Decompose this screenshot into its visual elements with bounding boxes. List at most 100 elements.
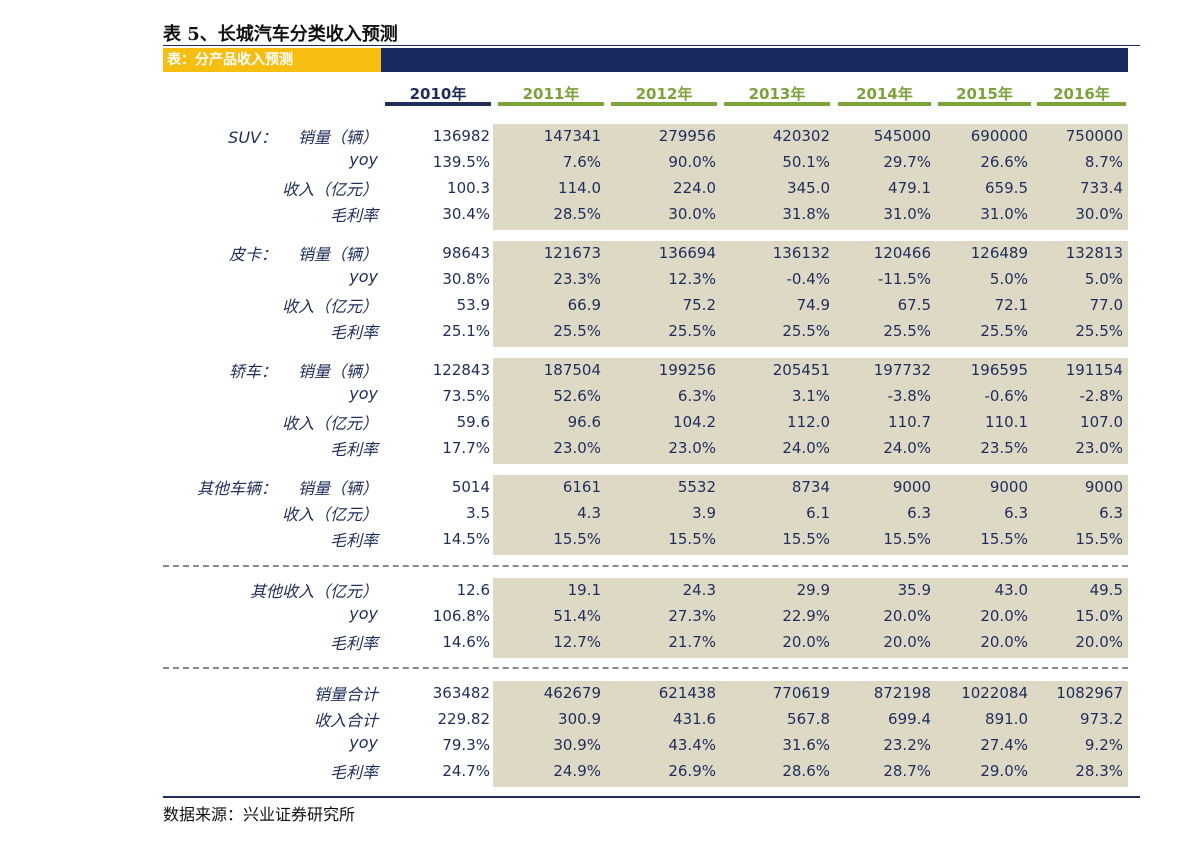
table-cell: 120466	[873, 244, 931, 262]
table-cell: 126489	[970, 244, 1028, 262]
table-cell: 15.0%	[1075, 607, 1123, 625]
table-cell: -2.8%	[1079, 387, 1123, 405]
table-cell: 3.5	[466, 504, 490, 522]
table-cell: 114.0	[558, 179, 601, 197]
table-cell: 199256	[658, 361, 716, 379]
table-cell: 25.5%	[980, 322, 1028, 340]
table-cell: 19.1	[567, 581, 601, 599]
table-cell: 23.2%	[883, 736, 931, 754]
bottom-rule	[163, 796, 1140, 798]
row-label: 销量（辆）	[297, 362, 378, 381]
table-cell: 31.0%	[980, 205, 1028, 223]
table-cell: 196595	[970, 361, 1028, 379]
table-cell: 5014	[451, 478, 490, 496]
table-cell: 12.3%	[668, 270, 716, 288]
forecast-shade	[493, 241, 1128, 347]
table-cell: 30.0%	[668, 205, 716, 223]
table-cell: 136982	[432, 127, 490, 145]
table-cell: 187504	[543, 361, 601, 379]
row-label: 毛利率	[329, 440, 378, 459]
table-cell: 770619	[772, 684, 830, 702]
table-cell: 29.7%	[883, 153, 931, 171]
table-cell: 20.0%	[883, 633, 931, 651]
year-header: 2012年	[635, 85, 693, 103]
table-cell: 197732	[873, 361, 931, 379]
table-cell: 15.5%	[553, 530, 601, 548]
table-cell: 5532	[677, 478, 716, 496]
table-cell: 9000	[1084, 478, 1123, 496]
row-label: 收入合计	[313, 711, 378, 730]
table-cell: 30.0%	[1075, 205, 1123, 223]
table-cell: 24.7%	[442, 762, 490, 780]
table-cell: 74.9	[796, 296, 830, 314]
table-cell: 30.4%	[442, 205, 490, 223]
year-header: 2010年	[409, 85, 467, 103]
table-cell: 27.4%	[980, 736, 1028, 754]
table-cell: 29.9	[796, 581, 830, 599]
table-cell: 15.5%	[883, 530, 931, 548]
table-cell: 462679	[543, 684, 601, 702]
table-cell: 621438	[658, 684, 716, 702]
row-label: 收入（亿元）	[281, 297, 378, 316]
table-cell: 49.5	[1089, 581, 1123, 599]
row-label: 收入（亿元）	[281, 414, 378, 433]
row-label: yoy	[349, 604, 378, 623]
table-cell: 136132	[772, 244, 830, 262]
table-cell: 12.7%	[553, 633, 601, 651]
table-cell: 20.0%	[980, 607, 1028, 625]
year-underline	[498, 102, 604, 106]
row-label: 销量（辆）	[297, 479, 378, 498]
table-cell: 98643	[442, 244, 490, 262]
table-cell: 77.0	[1089, 296, 1123, 314]
table-cell: 110.7	[888, 413, 931, 431]
table-cell: 479.1	[888, 179, 931, 197]
group-name: 皮卡：	[228, 245, 277, 264]
table-cell: 9000	[989, 478, 1028, 496]
table-cell: 431.6	[673, 710, 716, 728]
table-cell: 106.8%	[432, 607, 490, 625]
table-cell: 90.0%	[668, 153, 716, 171]
table-cell: 112.0	[787, 413, 830, 431]
table-cell: 110.1	[985, 413, 1028, 431]
year-underline	[385, 102, 491, 106]
table-cell: 28.6%	[782, 762, 830, 780]
table-header-bar: 表：分产品收入预测	[163, 48, 1128, 72]
table-cell: -0.4%	[786, 270, 830, 288]
table-cell: 9000	[892, 478, 931, 496]
table-cell: 30.8%	[442, 270, 490, 288]
table-cell: 973.2	[1080, 710, 1123, 728]
table-cell: 29.0%	[980, 762, 1028, 780]
table-cell: 24.0%	[883, 439, 931, 457]
table-cell: 4.3	[577, 504, 601, 522]
table-cell: 52.6%	[553, 387, 601, 405]
table-cell: 23.0%	[1075, 439, 1123, 457]
table-cell: 25.5%	[668, 322, 716, 340]
table-cell: 224.0	[673, 179, 716, 197]
table-cell: 6.1	[806, 504, 830, 522]
row-label: yoy	[349, 733, 378, 752]
table-cell: 26.6%	[980, 153, 1028, 171]
table-cell: 122843	[432, 361, 490, 379]
table-cell: 733.4	[1080, 179, 1123, 197]
table-cell: 24.0%	[782, 439, 830, 457]
table-cell: 229.82	[437, 710, 491, 728]
table-cell: 891.0	[985, 710, 1028, 728]
table-cell: 23.0%	[553, 439, 601, 457]
table-cell: 20.0%	[980, 633, 1028, 651]
year-header: 2011年	[522, 85, 580, 103]
table-cell: 8734	[791, 478, 830, 496]
year-underline	[838, 102, 931, 106]
table-cell: 43.4%	[668, 736, 716, 754]
row-label: yoy	[349, 267, 378, 286]
table-cell: 20.0%	[1075, 633, 1123, 651]
table-cell: 25.1%	[442, 322, 490, 340]
table-cell: 6.3%	[677, 387, 716, 405]
forecast-shade	[493, 681, 1128, 787]
table-cell: 279956	[658, 127, 716, 145]
table-cell: 750000	[1065, 127, 1123, 145]
table-cell: 24.9%	[553, 762, 601, 780]
row-label: 毛利率	[329, 531, 378, 550]
table-cell: 20.0%	[883, 607, 931, 625]
table-cell: 121673	[543, 244, 601, 262]
table-cell: 1082967	[1056, 684, 1123, 702]
